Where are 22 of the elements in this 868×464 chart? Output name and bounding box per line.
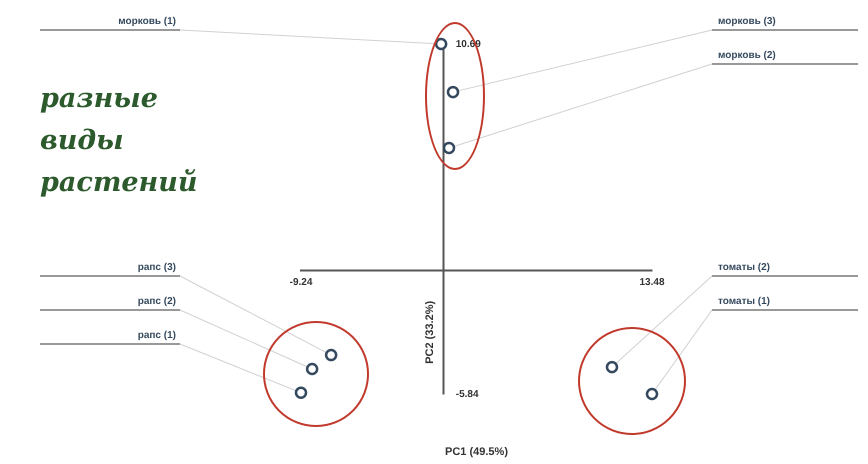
y-tick-label: -5.84	[456, 388, 479, 400]
point	[606, 360, 618, 374]
text: томаты (2)	[718, 262, 770, 273]
text: морковь (1)	[118, 16, 176, 27]
point	[434, 38, 448, 50]
text: рапс (2)	[138, 296, 176, 307]
text: разные виды растений	[40, 82, 198, 200]
point	[446, 86, 460, 98]
point	[442, 142, 456, 154]
x-tick-label: 13.48	[639, 277, 665, 288]
point	[646, 388, 658, 400]
point	[294, 386, 308, 399]
x-tick-label: -9.24	[290, 277, 313, 288]
point	[324, 348, 338, 362]
text: морковь (3)	[718, 16, 776, 27]
text: рапс (1)	[138, 330, 176, 341]
text: рапс (3)	[138, 262, 176, 273]
y-axis-title: PC2 (33.2%)	[424, 300, 436, 364]
point	[306, 362, 318, 376]
text: морковь (2)	[718, 50, 776, 61]
text: томаты (1)	[718, 296, 770, 307]
x-axis-title: PC1 (49.5%)	[445, 446, 508, 458]
